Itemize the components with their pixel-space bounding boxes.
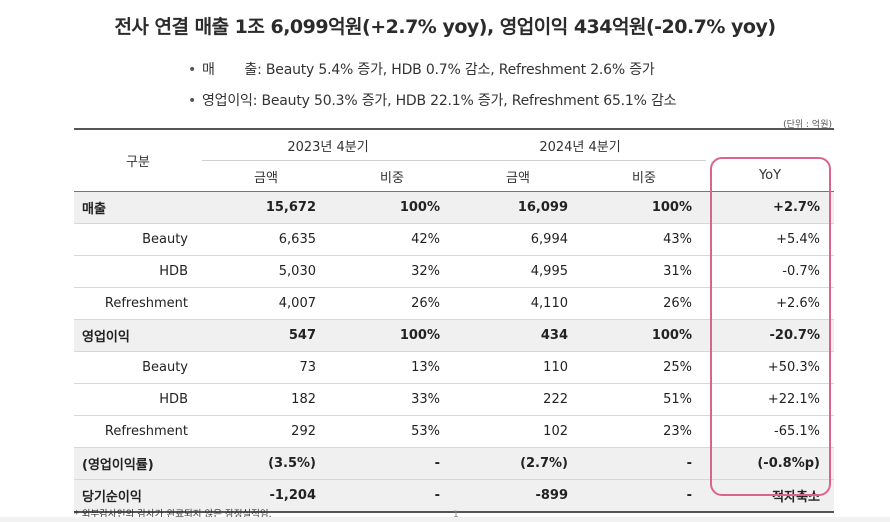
amount-2024: 110 — [454, 351, 582, 384]
amount-2024: 4,995 — [454, 255, 582, 288]
share-2023: 53% — [330, 415, 454, 448]
share-2023: 100% — [330, 319, 454, 352]
share-2024: - — [582, 447, 706, 480]
header-amount-2024: 금액 — [454, 160, 582, 192]
amount-2023: 292 — [202, 415, 330, 448]
amount-2024: -899 — [454, 479, 582, 513]
amount-2024: 222 — [454, 383, 582, 416]
yoy-value: +2.6% — [706, 287, 834, 320]
share-2024: 26% — [582, 287, 706, 320]
share-2024: 100% — [582, 191, 706, 224]
amount-2024: 16,099 — [454, 191, 582, 224]
share-2024: 51% — [582, 383, 706, 416]
table-row: Beauty 6,635 42% 6,994 43% +5.4% — [74, 223, 834, 256]
table-row: (영업이익률) (3.5%) - (2.7%) - (-0.8%p) — [74, 447, 834, 480]
share-2023: - — [330, 479, 454, 513]
yoy-value: +5.4% — [706, 223, 834, 256]
header-row-periods: 구분 2023년 4분기 2024년 4분기 — [74, 128, 834, 192]
table-row: Beauty 73 13% 110 25% +50.3% — [74, 351, 834, 384]
unit-label: (단위 : 억원) — [783, 120, 832, 130]
share-2023: 33% — [330, 383, 454, 416]
amount-2023: 4,007 — [202, 287, 330, 320]
table-row: HDB 5,030 32% 4,995 31% -0.7% — [74, 255, 834, 288]
bullet-revenue: • 매 출: Beauty 5.4% 증가, HDB 0.7% 감소, Refre… — [188, 59, 655, 79]
bullet-revenue-text: 매 출: Beauty 5.4% 증가, HDB 0.7% 감소, Refres… — [202, 62, 655, 78]
header-share-2024: 비중 — [582, 160, 706, 192]
amount-2023: -1,204 — [202, 479, 330, 513]
row-label: Beauty — [74, 351, 202, 384]
row-label: Beauty — [74, 223, 202, 256]
row-label: 당기순이익 — [74, 479, 202, 513]
yoy-value: +2.7% — [706, 191, 834, 224]
page-number: 1 — [453, 510, 459, 520]
amount-2024: 4,110 — [454, 287, 582, 320]
bullet-operating-profit: • 영업이익: Beauty 50.3% 증가, HDB 22.1% 증가, Re… — [188, 90, 677, 110]
row-label: HDB — [74, 383, 202, 416]
row-label: 영업이익 — [74, 319, 202, 352]
yoy-value: +22.1% — [706, 383, 834, 416]
header-row-columns: 금액 비중 금액 비중 YoY — [74, 160, 834, 192]
bottom-strip — [0, 517, 890, 522]
table-row: Refreshment 4,007 26% 4,110 26% +2.6% — [74, 287, 834, 320]
share-2023: 13% — [330, 351, 454, 384]
bullet-dot: • — [188, 93, 197, 109]
share-2023: 100% — [330, 191, 454, 224]
amount-2023: (3.5%) — [202, 447, 330, 480]
table-row: HDB 182 33% 222 51% +22.1% — [74, 383, 834, 416]
yoy-highlight-box — [710, 157, 831, 496]
row-label: Refreshment — [74, 415, 202, 448]
amount-2023: 5,030 — [202, 255, 330, 288]
header-yoy-blank — [706, 128, 834, 161]
footnote: * 외부감사인의 감사가 완료되지 않은 잠정실적임. — [74, 509, 272, 520]
share-2024: 43% — [582, 223, 706, 256]
amount-2023: 15,672 — [202, 191, 330, 224]
row-label: 매출 — [74, 191, 202, 224]
row-label: HDB — [74, 255, 202, 288]
amount-2023: 182 — [202, 383, 330, 416]
amount-2024: 6,994 — [454, 223, 582, 256]
table-row: Refreshment 292 53% 102 23% -65.1% — [74, 415, 834, 448]
share-2024: 25% — [582, 351, 706, 384]
amount-2023: 6,635 — [202, 223, 330, 256]
table-row: 매출 15,672 100% 16,099 100% +2.7% — [74, 191, 834, 224]
amount-2024: 434 — [454, 319, 582, 352]
header-yoy: YoY — [706, 160, 834, 192]
header-period-2023: 2023년 4분기 — [202, 128, 454, 161]
amount-2023: 547 — [202, 319, 330, 352]
yoy-value: -65.1% — [706, 415, 834, 448]
header-amount-2023: 금액 — [202, 160, 330, 192]
row-label: (영업이익률) — [74, 447, 202, 480]
earnings-table: 구분 2023년 4분기 2024년 4분기 금액 비중 금액 비중 YoY 매… — [74, 128, 834, 513]
share-2023: - — [330, 447, 454, 480]
yoy-value: -0.7% — [706, 255, 834, 288]
bullet-dot: • — [188, 62, 197, 78]
share-2024: - — [582, 479, 706, 513]
yoy-value: -20.7% — [706, 319, 834, 352]
yoy-value: (-0.8%p) — [706, 447, 834, 480]
share-2023: 32% — [330, 255, 454, 288]
row-label: Refreshment — [74, 287, 202, 320]
amount-2024: (2.7%) — [454, 447, 582, 480]
share-2024: 31% — [582, 255, 706, 288]
header-gubun: 구분 — [74, 128, 202, 192]
amount-2024: 102 — [454, 415, 582, 448]
yoy-value: +50.3% — [706, 351, 834, 384]
bullet-op-text: 영업이익: Beauty 50.3% 증가, HDB 22.1% 증가, Ref… — [202, 93, 677, 109]
table-row: 영업이익 547 100% 434 100% -20.7% — [74, 319, 834, 352]
header-period-2024: 2024년 4분기 — [454, 128, 706, 161]
share-2024: 100% — [582, 319, 706, 352]
share-2023: 26% — [330, 287, 454, 320]
header-share-2023: 비중 — [330, 160, 454, 192]
share-2024: 23% — [582, 415, 706, 448]
page-title: 전사 연결 매출 1조 6,099억원(+2.7% yoy), 영업이익 434… — [114, 16, 776, 38]
share-2023: 42% — [330, 223, 454, 256]
amount-2023: 73 — [202, 351, 330, 384]
